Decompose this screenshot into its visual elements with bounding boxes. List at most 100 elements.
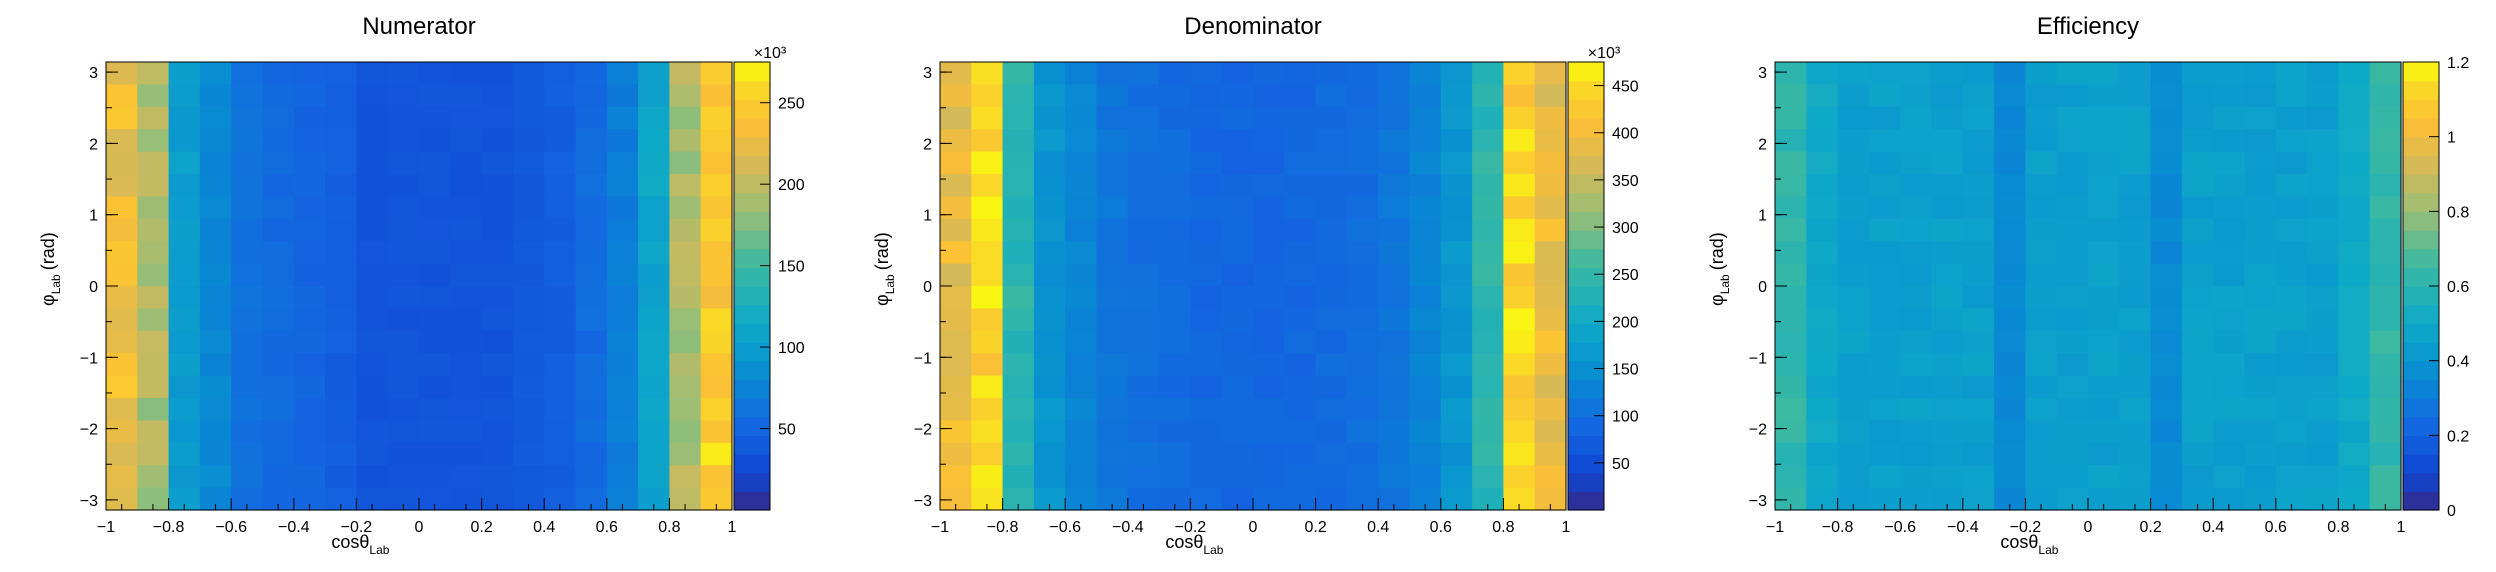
heatmap-cell <box>2275 398 2308 421</box>
heatmap-cell <box>1378 129 1411 153</box>
heatmap-cell <box>1868 442 1901 466</box>
heatmap-cell <box>293 420 326 444</box>
heatmap-cell <box>1931 106 1964 130</box>
colorbar-tick-label: 300 <box>1612 220 1639 237</box>
heatmap-cell <box>1065 375 1098 399</box>
heatmap-cell <box>512 129 545 153</box>
heatmap-cell <box>638 129 670 153</box>
heatmap-cell <box>1837 106 1870 130</box>
x-axis-label-sub: Lab <box>369 543 389 557</box>
heatmap-cell <box>106 174 138 197</box>
heatmap-cell <box>1806 353 1839 377</box>
heatmap-cell <box>1315 420 1348 444</box>
heatmap-cell <box>1440 330 1473 354</box>
panel-title: Efficiency <box>2037 13 2139 40</box>
colorbar-tick-label: 1 <box>2447 130 2456 147</box>
colorbar-segment <box>1568 304 1604 324</box>
heatmap-cell <box>1346 263 1379 287</box>
heatmap-cell <box>1284 62 1317 85</box>
heatmap-cell <box>940 174 972 197</box>
colorbar-segment <box>734 80 770 100</box>
heatmap-cell <box>293 286 326 309</box>
heatmap-cell <box>450 106 483 130</box>
heatmap-cell <box>387 84 420 108</box>
heatmap-cell <box>231 487 264 511</box>
heatmap-cell <box>2088 487 2120 511</box>
colorbar-tick-label: 150 <box>1612 362 1639 379</box>
heatmap-cell <box>2213 174 2246 197</box>
heatmap-cell <box>199 196 232 220</box>
heatmap-cell <box>1900 442 1933 466</box>
colorbar-segment <box>1568 99 1604 119</box>
heatmap-cell <box>1002 84 1035 108</box>
heatmap-cell <box>2088 62 2120 85</box>
heatmap-cell <box>1221 241 1254 265</box>
heatmap-cell <box>2119 62 2152 85</box>
heatmap-cell <box>1534 442 1567 466</box>
heatmap-cell <box>106 263 138 287</box>
heatmap-cell <box>1994 174 2026 197</box>
heatmap-cell <box>1775 308 1807 332</box>
colorbar-segment <box>1568 248 1604 268</box>
heatmap-cell <box>1096 174 1129 197</box>
colorbar-segment <box>1568 454 1604 474</box>
heatmap-cell <box>2025 330 2058 354</box>
heatmap-cell <box>971 129 1004 153</box>
colorbar-segment <box>1568 174 1604 194</box>
heatmap-cell <box>2088 196 2120 220</box>
heatmap-cell <box>512 330 545 354</box>
heatmap-cell <box>575 263 608 287</box>
heatmap-cell <box>512 218 545 242</box>
heatmap-cell <box>2150 174 2183 197</box>
heatmap-cell <box>700 442 733 466</box>
heatmap-cell <box>2181 263 2214 287</box>
colorbar-tick-label: 200 <box>1612 314 1639 331</box>
heatmap-cell <box>1472 106 1504 130</box>
heatmap-cell <box>1806 375 1839 399</box>
heatmap-cell <box>638 420 670 444</box>
heatmap-cell <box>293 263 326 287</box>
heatmap-cell <box>2338 487 2371 511</box>
heatmap-cell <box>293 442 326 466</box>
heatmap-cell <box>356 487 389 511</box>
heatmap-cell <box>2275 286 2308 309</box>
heatmap-cell <box>940 330 972 354</box>
colorbar-segment <box>734 435 770 455</box>
heatmap-cell <box>2181 465 2214 489</box>
heatmap-cell <box>2213 353 2246 377</box>
heatmap-cell <box>1931 129 1964 153</box>
colorbar-exponent: ×10³ <box>754 45 787 62</box>
heatmap-cell <box>262 420 295 444</box>
heatmap-cell <box>1775 442 1807 466</box>
heatmap-cell <box>1096 263 1129 287</box>
heatmap-cell <box>544 218 577 242</box>
heatmap-cell <box>387 129 420 153</box>
heatmap-cell <box>106 398 138 421</box>
heatmap-cell <box>137 420 170 444</box>
heatmap-cell <box>1962 330 1995 354</box>
heatmap-cell <box>106 196 138 220</box>
heatmap-cell <box>2088 442 2120 466</box>
y-axis-label-unit: (rad) <box>872 232 892 270</box>
heatmap-cell <box>2275 196 2308 220</box>
heatmap-cell <box>1503 241 1536 265</box>
x-tick-label: −0.8 <box>153 519 185 536</box>
heatmap-cell <box>1806 308 1839 332</box>
heatmap-cell <box>1900 241 1933 265</box>
heatmap-cell <box>1868 84 1901 108</box>
heatmap-cell <box>1190 196 1223 220</box>
y-axis-label: φLab (rad) <box>1707 232 1732 306</box>
heatmap-cell <box>2056 286 2089 309</box>
heatmap-cell <box>544 263 577 287</box>
heatmap-cell <box>168 375 201 399</box>
heatmap-cell <box>1065 106 1098 130</box>
heatmap-cell <box>2119 420 2152 444</box>
heatmap-cell <box>1284 263 1317 287</box>
heatmap-cell <box>2213 442 2246 466</box>
heatmap-cell <box>2119 375 2152 399</box>
heatmap-cell <box>1806 286 1839 309</box>
colorbar-segment <box>2403 435 2439 455</box>
heatmap-cell <box>2056 308 2089 332</box>
heatmap-cell <box>638 465 670 489</box>
heatmap-cell <box>1159 174 1191 197</box>
